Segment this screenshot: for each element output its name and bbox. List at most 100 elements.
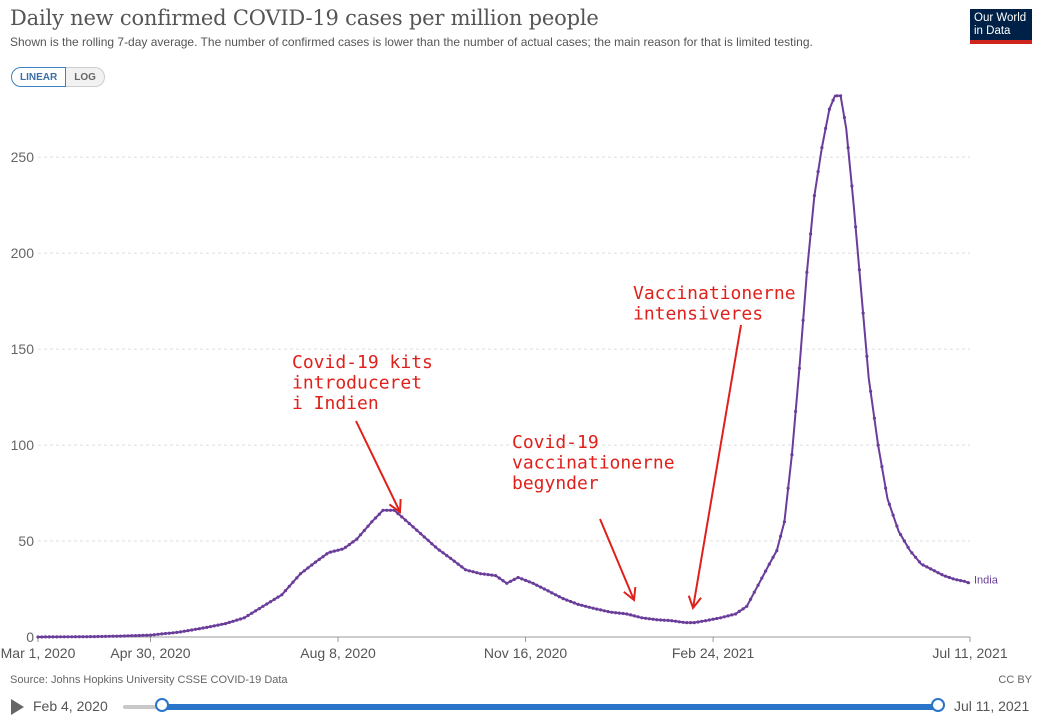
data-point[interactable] xyxy=(704,619,708,623)
data-point[interactable] xyxy=(235,618,239,622)
data-point[interactable] xyxy=(962,579,967,583)
data-point[interactable] xyxy=(700,619,704,623)
data-point[interactable] xyxy=(178,630,183,634)
data-point[interactable] xyxy=(854,225,858,229)
data-point[interactable] xyxy=(561,597,565,601)
data-point[interactable] xyxy=(749,597,753,601)
data-point[interactable] xyxy=(542,587,546,591)
data-point[interactable] xyxy=(479,572,483,576)
data-point[interactable] xyxy=(861,311,865,315)
data-point[interactable] xyxy=(906,545,910,550)
data-point[interactable] xyxy=(640,616,644,620)
data-point[interactable] xyxy=(242,616,246,620)
data-point[interactable] xyxy=(756,583,760,587)
license-note[interactable]: CC BY xyxy=(998,674,1032,686)
data-point[interactable] xyxy=(246,613,250,618)
data-point[interactable] xyxy=(58,635,63,639)
data-point[interactable] xyxy=(325,552,329,556)
data-point[interactable] xyxy=(734,612,738,616)
data-point[interactable] xyxy=(66,635,70,639)
data-point[interactable] xyxy=(100,634,104,639)
data-point[interactable] xyxy=(51,635,55,639)
data-point[interactable] xyxy=(539,585,543,589)
data-point[interactable] xyxy=(951,577,955,581)
data-point[interactable] xyxy=(272,597,276,602)
data-point[interactable] xyxy=(216,623,220,627)
data-point[interactable] xyxy=(692,621,696,625)
data-point[interactable] xyxy=(257,607,261,611)
data-point[interactable] xyxy=(373,516,378,520)
data-point[interactable] xyxy=(358,533,363,537)
data-point[interactable] xyxy=(584,604,588,608)
data-point[interactable] xyxy=(509,579,513,583)
data-point[interactable] xyxy=(77,635,81,639)
data-point[interactable] xyxy=(193,627,198,631)
data-point[interactable] xyxy=(880,465,884,469)
data-point[interactable] xyxy=(276,595,280,599)
data-point[interactable] xyxy=(782,520,787,524)
data-point[interactable] xyxy=(81,635,85,639)
data-point[interactable] xyxy=(122,634,126,638)
data-point[interactable] xyxy=(197,627,201,631)
data-point[interactable] xyxy=(141,633,145,637)
data-point[interactable] xyxy=(175,630,179,635)
data-point[interactable] xyxy=(914,555,918,559)
data-point[interactable] xyxy=(505,581,509,585)
data-point[interactable] xyxy=(227,620,231,625)
data-point[interactable] xyxy=(944,574,948,578)
data-point[interactable] xyxy=(524,578,528,583)
data-point[interactable] xyxy=(115,634,119,638)
data-point[interactable] xyxy=(126,634,130,638)
data-point[interactable] xyxy=(70,635,74,639)
data-point[interactable] xyxy=(220,622,224,626)
data-point[interactable] xyxy=(576,602,580,607)
data-point[interactable] xyxy=(313,560,318,564)
data-point[interactable] xyxy=(741,607,745,611)
data-point[interactable] xyxy=(681,620,685,624)
data-point[interactable] xyxy=(872,416,877,420)
data-point[interactable] xyxy=(62,635,66,639)
data-point[interactable] xyxy=(719,616,723,620)
data-point[interactable] xyxy=(932,569,937,573)
data-point[interactable] xyxy=(426,538,430,542)
data-point[interactable] xyxy=(205,625,209,630)
data-point[interactable] xyxy=(36,635,40,639)
data-point[interactable] xyxy=(610,610,614,614)
data-point[interactable] xyxy=(816,170,820,174)
data-point[interactable] xyxy=(764,569,768,573)
data-point[interactable] xyxy=(186,629,190,633)
data-point[interactable] xyxy=(902,539,907,543)
data-point[interactable] xyxy=(321,555,325,559)
data-point[interactable] xyxy=(644,616,648,620)
data-point[interactable] xyxy=(726,614,730,618)
data-point[interactable] xyxy=(786,486,790,490)
data-point[interactable] xyxy=(737,609,741,614)
data-point[interactable] xyxy=(355,537,359,541)
series-line-india[interactable] xyxy=(37,94,971,638)
data-point[interactable] xyxy=(767,562,771,566)
data-point[interactable] xyxy=(614,611,618,615)
data-point[interactable] xyxy=(43,635,48,639)
data-point[interactable] xyxy=(332,549,336,553)
data-point[interactable] xyxy=(407,521,411,526)
data-point[interactable] xyxy=(268,600,273,604)
data-point[interactable] xyxy=(655,618,659,622)
data-point[interactable] xyxy=(910,551,914,555)
data-point[interactable] xyxy=(602,609,606,613)
data-point[interactable] xyxy=(261,604,265,608)
data-point[interactable] xyxy=(835,94,839,98)
data-point[interactable] xyxy=(940,573,944,577)
data-point[interactable] xyxy=(689,621,693,625)
data-point[interactable] xyxy=(298,572,303,576)
data-point[interactable] xyxy=(366,524,370,528)
data-point[interactable] xyxy=(846,146,850,150)
data-point[interactable] xyxy=(456,562,460,566)
data-point[interactable] xyxy=(827,107,832,111)
data-point[interactable] xyxy=(434,545,438,549)
data-point[interactable] xyxy=(287,584,291,588)
data-point[interactable] xyxy=(362,528,366,533)
data-point[interactable] xyxy=(437,548,441,552)
data-point[interactable] xyxy=(73,635,78,639)
data-point[interactable] xyxy=(745,604,749,608)
owid-logo[interactable]: Our World in Data xyxy=(970,9,1032,44)
